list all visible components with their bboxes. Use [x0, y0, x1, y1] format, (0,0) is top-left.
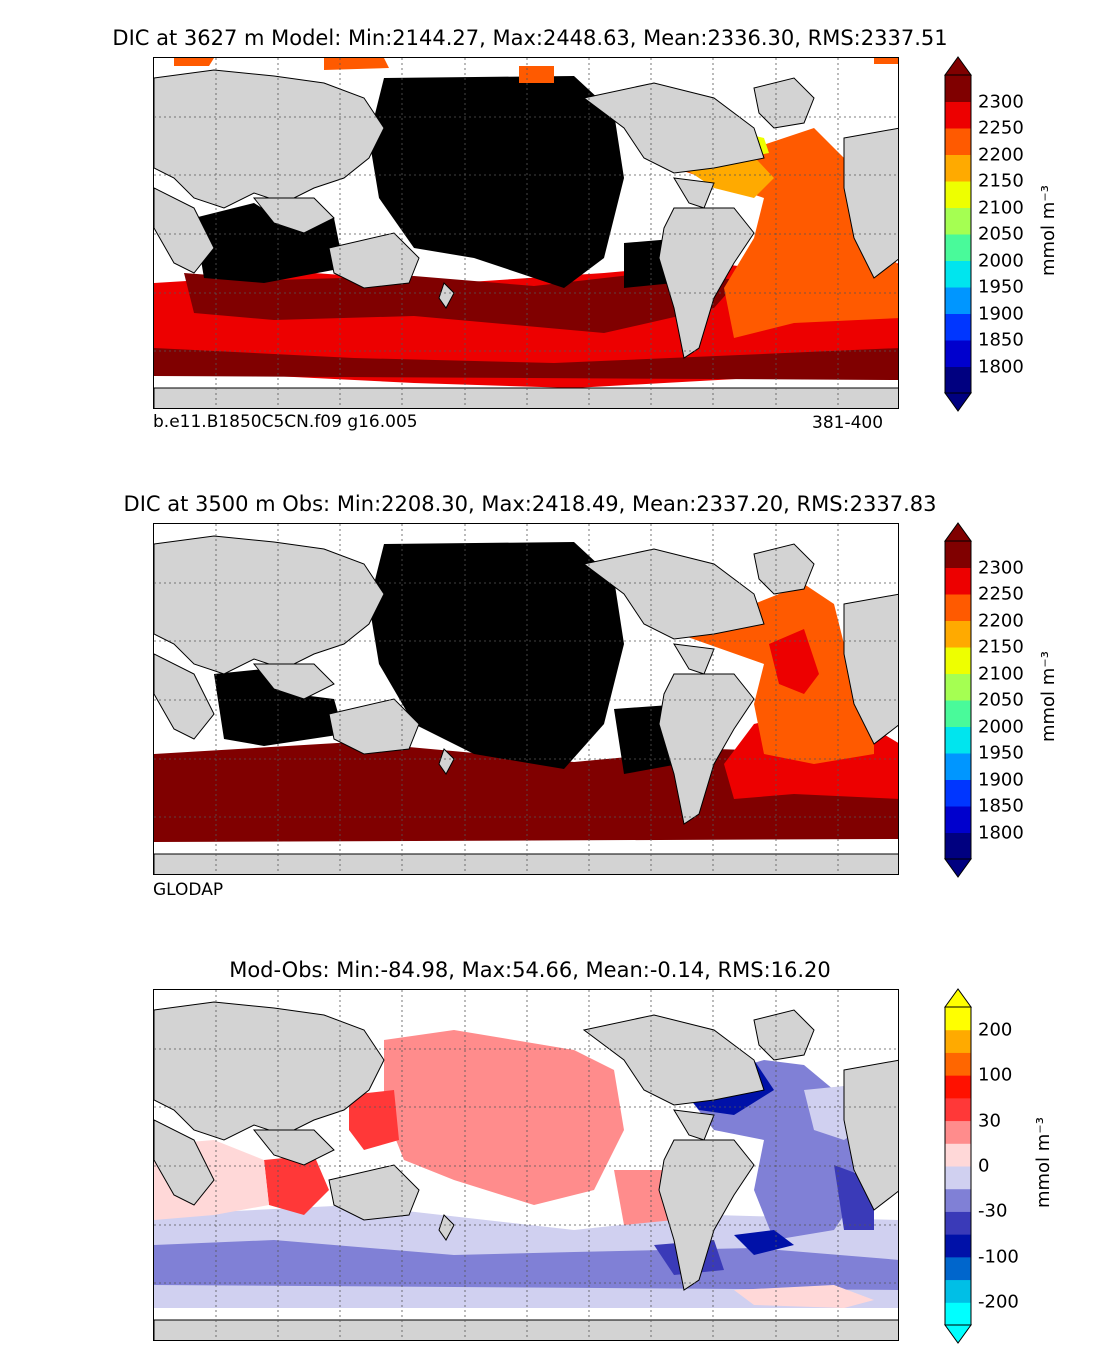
colorbar-tick-label: 2250	[978, 583, 1024, 605]
colorbar-tick-label: -30	[978, 1200, 1008, 1222]
colorbar-tick-label: 2050	[978, 223, 1024, 245]
diff-colorbar	[944, 988, 972, 1344]
colorbar-segment	[945, 594, 971, 621]
diff-map	[153, 989, 899, 1341]
colorbar-under-extension	[944, 392, 972, 412]
colorbar-segment	[945, 1143, 971, 1167]
colorbar-segment	[945, 832, 971, 860]
colorbar-segment	[945, 1188, 971, 1212]
map-gridlines	[154, 58, 898, 408]
colorbar-over-extension	[944, 56, 972, 76]
colorbar-segment	[945, 313, 971, 341]
colorbar-segment	[945, 1302, 971, 1326]
colorbar-segment	[945, 806, 971, 833]
colorbar-tick-label: 2000	[978, 716, 1024, 737]
colorbar-segment	[945, 128, 971, 155]
colorbar-under-extension	[944, 1324, 972, 1344]
colorbar-over-extension	[944, 522, 972, 542]
colorbar-tick-label: 1950	[978, 742, 1024, 764]
colorbar-segment	[945, 620, 971, 648]
colorbar-tick-label: 2150	[978, 636, 1024, 658]
colorbar-tick-label: 2200	[978, 610, 1024, 631]
colorbar-unit-label: mmol m⁻³	[1033, 1116, 1055, 1209]
colorbar-segment	[945, 753, 971, 780]
colorbar-tick-label: 2300	[978, 557, 1024, 578]
colorbar-segment	[945, 207, 971, 235]
years-label: 381-400	[812, 413, 884, 433]
colorbar-tick-label: -200	[978, 1291, 1019, 1313]
colorbar-tick-label: 1900	[978, 769, 1024, 790]
colorbar-tick-label: 2050	[978, 689, 1024, 711]
obs-colorbar	[944, 522, 972, 878]
colorbar-segment	[945, 779, 971, 807]
colorbar-segment	[945, 1097, 971, 1122]
panel-title: Mod-Obs: Min:-84.98, Max:54.66, Mean:-0.…	[229, 958, 831, 982]
obs-source-label: GLODAP	[153, 880, 224, 900]
colorbar-tick-label: -100	[978, 1246, 1019, 1268]
colorbar-tick-label: 2150	[978, 170, 1024, 192]
model-colorbar	[944, 56, 972, 412]
colorbar-tick-label: 0	[978, 1155, 990, 1177]
land-mask	[154, 69, 898, 408]
colorbar-segment	[945, 340, 971, 367]
land-mask	[154, 1001, 898, 1340]
colorbar-segment	[945, 101, 971, 129]
map-gridlines	[154, 524, 898, 874]
colorbar-segment	[945, 1211, 971, 1235]
map-gridlines	[154, 990, 898, 1340]
colorbar-segment	[945, 154, 971, 182]
colorbar-tick-label: 1850	[978, 329, 1024, 351]
colorbar-segment	[945, 234, 971, 261]
colorbar-tick-label: 2300	[978, 91, 1024, 112]
colorbar-segment	[945, 287, 971, 314]
colorbar-segment	[945, 700, 971, 727]
colorbar-segment	[945, 1256, 971, 1281]
colorbar-tick-label: 200	[978, 1019, 1013, 1041]
colorbar-tick-label: 1800	[978, 356, 1024, 377]
colorbar-segment	[945, 647, 971, 674]
colorbar-segment	[945, 1029, 971, 1053]
colorbar-tick-label: 2250	[978, 117, 1024, 139]
case-name-label: b.e11.B1850C5CN.f09 g16.005	[153, 412, 418, 432]
colorbar-segment	[945, 541, 971, 568]
colorbar-tick-label: 2100	[978, 197, 1024, 218]
colorbar-segment	[945, 1120, 971, 1144]
colorbar-tick-label: 100	[978, 1064, 1013, 1086]
colorbar-segment	[945, 181, 971, 208]
colorbar-tick-label: 1800	[978, 822, 1024, 843]
colorbar-segment	[945, 366, 971, 394]
panel-title: DIC at 3627 m Model: Min:2144.27, Max:24…	[112, 26, 948, 50]
colorbar-tick-label: 2200	[978, 144, 1024, 165]
colorbar-segment	[945, 726, 971, 754]
colorbar-segment	[945, 1166, 971, 1190]
colorbar-segment	[945, 673, 971, 701]
colorbar-segment	[945, 1234, 971, 1258]
colorbar-over-extension	[944, 988, 972, 1008]
colorbar-unit-label: mmol m⁻³	[1038, 184, 1060, 277]
diff-ocean-field	[154, 1030, 898, 1308]
model-map	[153, 57, 899, 409]
colorbar-segment	[945, 567, 971, 595]
colorbar-unit-label: mmol m⁻³	[1038, 650, 1060, 743]
colorbar-segment	[945, 1279, 971, 1303]
colorbar-segment	[945, 260, 971, 288]
colorbar-tick-label: 1850	[978, 795, 1024, 817]
colorbar-tick-label: 2100	[978, 663, 1024, 684]
colorbar-under-extension	[944, 858, 972, 878]
colorbar-segment	[945, 1007, 971, 1031]
obs-map	[153, 523, 899, 875]
colorbar-tick-label: 1900	[978, 303, 1024, 324]
colorbar-segment	[945, 1075, 971, 1099]
colorbar-tick-label: 1950	[978, 276, 1024, 298]
colorbar-tick-label: 2000	[978, 250, 1024, 271]
colorbar-tick-label: 30	[978, 1110, 1001, 1132]
colorbar-segment	[945, 75, 971, 102]
panel-title: DIC at 3500 m Obs: Min:2208.30, Max:2418…	[123, 492, 937, 516]
colorbar-segment	[945, 1052, 971, 1076]
